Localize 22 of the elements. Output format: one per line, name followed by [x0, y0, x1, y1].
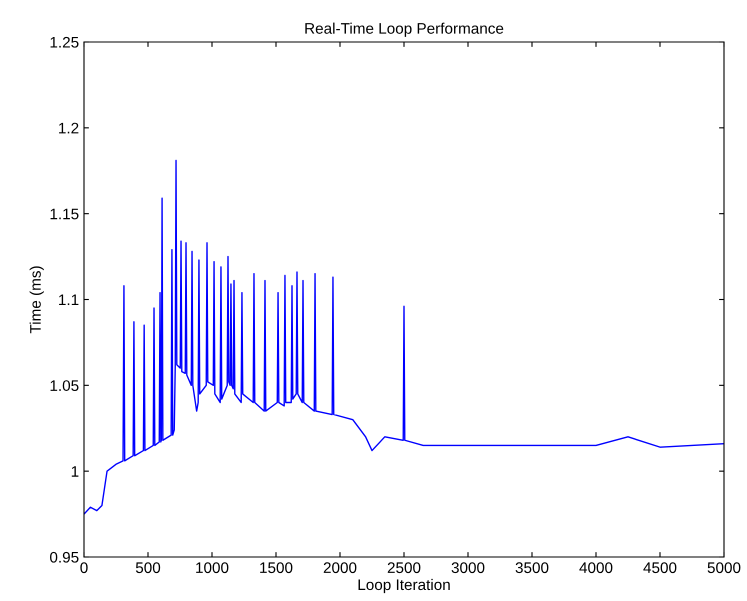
x-tick-label: 1500	[260, 562, 292, 574]
y-tick-label: 1.1	[59, 294, 78, 306]
x-tick-label: 2000	[324, 562, 356, 574]
x-tick-label: 3000	[452, 562, 484, 574]
x-tick-label: 1000	[196, 562, 228, 574]
x-tick-label: 0	[80, 562, 88, 574]
y-tick-label: 1	[72, 466, 78, 477]
y-tick-label: 1.2	[59, 122, 78, 134]
y-tick-label: 1.15	[50, 208, 78, 220]
x-tick-label: 3500	[516, 562, 548, 574]
line-series	[84, 160, 724, 515]
chart-title: Real-Time Loop Performance	[305, 22, 504, 37]
x-tick-label: 4000	[579, 562, 612, 574]
y-axis-title: Time (ms)	[30, 266, 44, 334]
y-tick-label: 1.05	[50, 380, 78, 392]
x-tick-label: 2500	[388, 562, 420, 574]
x-tick-label: 4500	[643, 562, 676, 574]
y-tick-label: 1.25	[50, 36, 78, 48]
x-tick-label: 500	[136, 562, 160, 574]
x-tick-label: 5000	[708, 562, 740, 574]
y-tick-label: 0.95	[50, 552, 78, 563]
x-axis-title: Loop Iteration	[358, 578, 450, 594]
